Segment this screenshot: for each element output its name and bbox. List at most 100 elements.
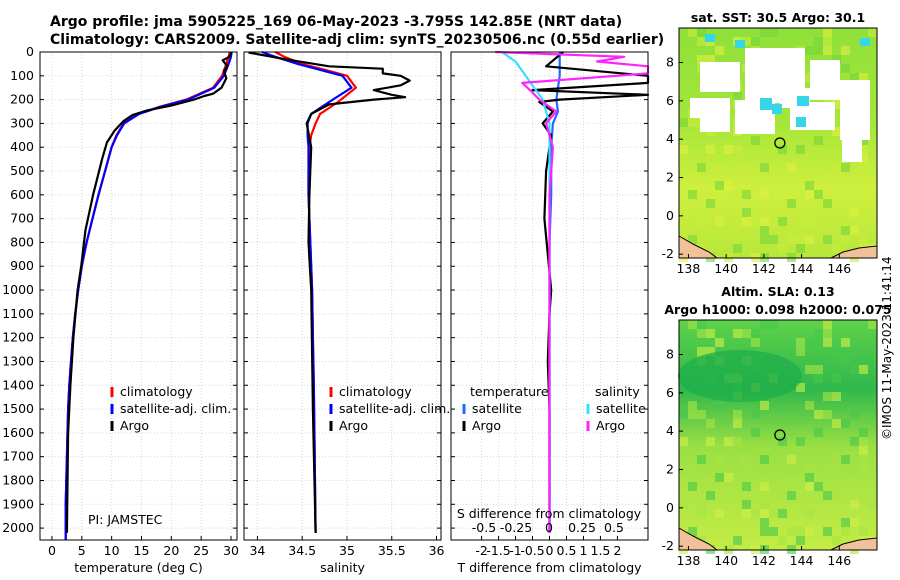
- cloud-gap: [810, 60, 840, 100]
- map-cell: [760, 320, 769, 329]
- map-cell: [859, 365, 868, 374]
- map-cell: [733, 190, 742, 199]
- map-cell: [841, 64, 850, 73]
- map-cell: [796, 383, 805, 392]
- map-cell: [760, 28, 769, 37]
- map-cell: [814, 365, 823, 374]
- map-cell: [706, 419, 715, 428]
- map-cell: [814, 482, 823, 491]
- cool-patch: [860, 38, 870, 46]
- depth-tick-label: 100: [10, 68, 34, 83]
- s-tick-label: -0.25: [500, 520, 532, 535]
- map-cell: [715, 401, 724, 410]
- map-cell: [760, 455, 769, 464]
- climatology-title: Climatology: CARS2009. Satellite-adj cli…: [50, 32, 665, 48]
- map-cell: [697, 163, 706, 172]
- map-cell: [688, 28, 697, 37]
- map-cell: [832, 127, 841, 136]
- map-cell: [868, 320, 877, 329]
- x-tick-label: 34.5: [288, 543, 316, 558]
- cool-patch: [760, 98, 772, 110]
- map-cell: [715, 181, 724, 190]
- map-cell: [787, 491, 796, 500]
- map-cell: [760, 226, 769, 235]
- map-cell: [760, 190, 769, 199]
- map-lat-label: 0: [666, 208, 674, 223]
- x-tick-label: 36: [429, 543, 445, 558]
- map-cell: [733, 145, 742, 154]
- map-cell: [769, 320, 778, 329]
- x-tick-label: 34: [249, 543, 265, 558]
- legend-label: satellite-adj. clim.: [339, 401, 450, 416]
- series-satellite-adj-clim-: [64, 51, 233, 540]
- x-tick-label: 35: [339, 543, 355, 558]
- map-cell: [823, 235, 832, 244]
- map-cell: [751, 509, 760, 518]
- map-cell: [742, 509, 751, 518]
- map-lat-label: 2: [666, 462, 674, 477]
- cloud-gap: [842, 140, 862, 162]
- map-cell: [751, 410, 760, 419]
- map-cell: [868, 208, 877, 217]
- map-sla: 138 140 142 144 146 -2 0 2 4 6 8 Altim. SLA: 0.13 Ar…: [662, 284, 892, 568]
- map-cell: [769, 473, 778, 482]
- map-cell: [751, 37, 760, 46]
- sla-map-subtitle: Argo h1000: 0.098 h2000: 0.075: [664, 302, 891, 317]
- map-cell: [760, 235, 769, 244]
- map-cell: [832, 55, 841, 64]
- map-cell: [778, 536, 787, 545]
- map-cell: [688, 464, 697, 473]
- map-cell: [715, 217, 724, 226]
- map-cell: [706, 199, 715, 208]
- map-cell: [697, 509, 706, 518]
- map-cell: [751, 329, 760, 338]
- legend-label: Argo: [596, 418, 625, 433]
- axes-frame: [39, 51, 238, 541]
- map-cell: [715, 338, 724, 347]
- map-cell: [850, 437, 859, 446]
- map-cell: [769, 28, 778, 37]
- map-cell: [868, 500, 877, 509]
- cool-patch: [772, 104, 782, 114]
- map-lat-label: 8: [666, 347, 674, 362]
- map-cell: [832, 464, 841, 473]
- s-tick-label: 0: [545, 520, 553, 535]
- map-cell: [814, 338, 823, 347]
- map-cell: [751, 217, 760, 226]
- map-cell: [724, 473, 733, 482]
- map-cell: [850, 208, 859, 217]
- map-frame: [678, 27, 878, 259]
- map-cell: [787, 235, 796, 244]
- map-lon-label: 142: [752, 553, 776, 568]
- map-cell: [805, 235, 814, 244]
- map-cell: [715, 509, 724, 518]
- depth-tick-label: 500: [10, 163, 34, 178]
- map-cell: [742, 482, 751, 491]
- map-cell: [859, 145, 868, 154]
- legend-label: Argo: [472, 418, 501, 433]
- map-cell: [769, 527, 778, 536]
- map-cell: [832, 244, 841, 253]
- map-cell: [805, 482, 814, 491]
- map-lat-label: -2: [662, 538, 674, 553]
- map-cell: [697, 329, 706, 338]
- map-cell: [787, 455, 796, 464]
- map-cell: [697, 455, 706, 464]
- s-tick-label: -0.5: [472, 520, 496, 535]
- map-cell: [832, 536, 841, 545]
- map-cell: [796, 244, 805, 253]
- map-cell: [733, 437, 742, 446]
- map-lon-label: 142: [752, 261, 776, 276]
- map-cell: [796, 482, 805, 491]
- map-cell: [787, 199, 796, 208]
- map-cell: [688, 172, 697, 181]
- depth-tick-label: 1900: [2, 496, 34, 511]
- depth-tick-label: 800: [10, 234, 34, 249]
- map-cell: [859, 455, 868, 464]
- map-cell: [742, 500, 751, 509]
- depth-tick-label: 1500: [2, 401, 34, 416]
- map-cell: [796, 190, 805, 199]
- x-tick-label: 2: [613, 543, 621, 558]
- map-cell: [832, 163, 841, 172]
- map-lon-label: 144: [790, 261, 814, 276]
